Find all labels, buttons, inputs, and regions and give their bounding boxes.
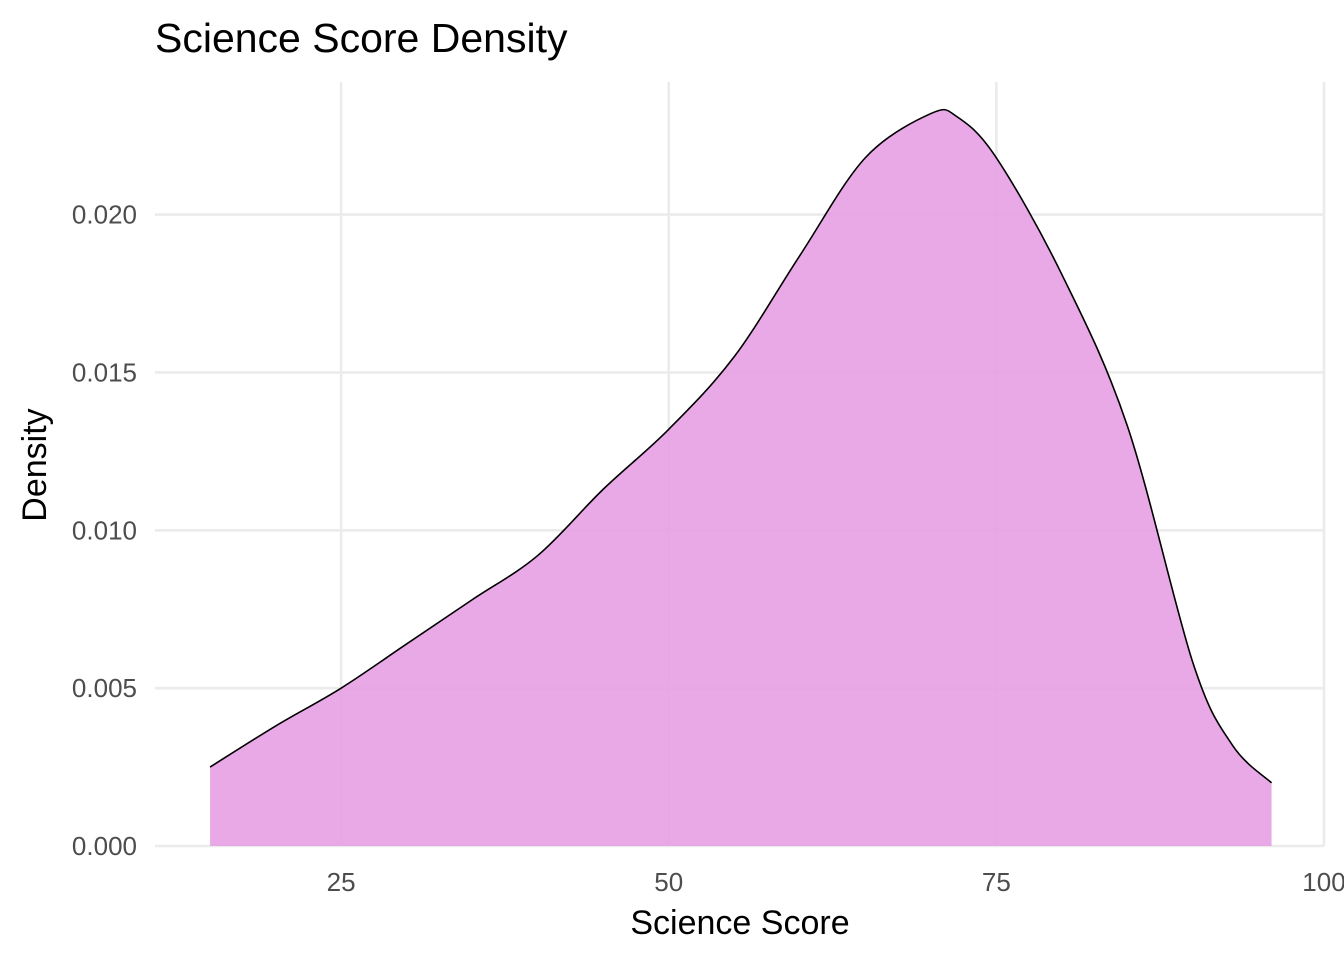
x-tick-label: 100: [1302, 867, 1344, 897]
x-axis-tick-labels: 25 50 75 100: [327, 867, 1344, 897]
density-line: [209, 108, 1273, 784]
chart-title: Science Score Density: [155, 15, 568, 61]
y-axis-title: Density: [16, 408, 54, 521]
y-tick-label: 0.000: [72, 831, 137, 861]
y-tick-label: 0.005: [72, 673, 137, 703]
x-tick-label: 75: [982, 867, 1011, 897]
density-area: [210, 109, 1272, 846]
density-area-layer: [209, 108, 1273, 846]
x-tick-label: 25: [327, 867, 356, 897]
y-axis-tick-labels: 0.000 0.005 0.010 0.015 0.020: [72, 200, 137, 861]
x-tick-label: 50: [654, 867, 683, 897]
x-axis-title: Science Score: [630, 904, 849, 942]
y-tick-label: 0.010: [72, 515, 137, 545]
y-tick-label: 0.020: [72, 200, 137, 230]
y-tick-label: 0.015: [72, 357, 137, 387]
